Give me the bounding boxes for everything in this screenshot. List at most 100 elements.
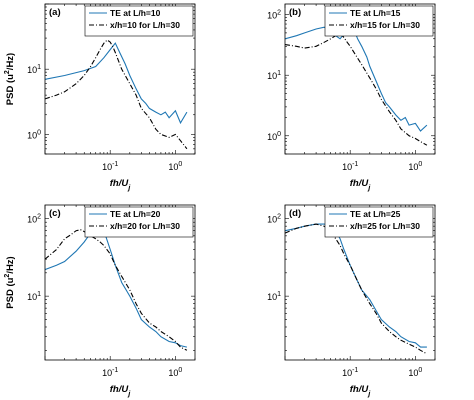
axes-frame [44,204,196,361]
x-tick-label-exp: -1 [112,161,118,168]
y-axis-title-sup: 2 [4,70,11,74]
y-axis-title-main: PSD (u [5,277,16,308]
x-axis-title-sub: j [367,389,371,398]
y-tick-label: 101 [267,291,281,302]
y-tick-label-exp: 1 [277,291,281,298]
y-tick-label-base: 10 [267,11,277,21]
series-line-reference [45,39,188,150]
panel-label: (c) [49,208,61,219]
y-tick-label-base: 10 [267,71,277,81]
legend: TE at L/h=20 x/h=20 for L/h=30 [84,206,194,238]
series-group [45,39,188,150]
x-axis-title-main: fh/U [350,178,370,189]
series-line-te [45,225,188,348]
series-group [285,223,428,355]
legend-entry: x/h=10 for L/h=30 [110,20,180,30]
series-group [45,225,188,351]
y-axis-title-tail: /Hz) [5,53,16,70]
y-tick-label-base: 10 [267,215,277,225]
legend: TE at L/h=15 x/h=15 for L/h=30 [324,5,434,37]
x-axis-title-sub: j [367,183,371,192]
x-tick-label: 100 [408,161,422,172]
legend-box [324,206,434,238]
series-line-te [285,25,428,132]
x-tick-label-base: 10 [342,368,352,378]
x-axis-title-sub: j [127,183,131,192]
x-tick-label-exp: -1 [352,367,358,374]
x-axis-title: fh/Uj [110,384,131,398]
y-tick-label-exp: 1 [37,291,41,298]
legend-box [324,5,434,37]
y-tick-label-base: 10 [27,130,37,140]
y-tick-label-base: 10 [267,292,277,302]
legend-entry: x/h=20 for L/h=30 [110,221,180,231]
legend: TE at L/h=10 x/h=10 for L/h=30 [84,5,194,37]
panel-label: (d) [289,208,301,219]
x-tick-label-base: 10 [102,368,112,378]
axes-frame [284,3,436,155]
legend-entry: TE at L/h=10 [110,8,161,18]
y-axis-title-main: PSD (u [5,74,16,105]
legend-entry: TE at L/h=15 [350,8,401,18]
x-tick-label-exp: 0 [418,367,422,374]
legend-box [84,206,194,238]
y-axis-title-tail: /Hz) [5,256,16,273]
x-tick-label: 100 [408,367,422,378]
x-tick-label-base: 10 [342,162,352,172]
x-axis-title-main: fh/U [110,384,130,395]
legend-entry: TE at L/h=20 [110,209,161,219]
x-axis-title-main: fh/U [350,384,370,395]
y-axis-title-sup: 2 [4,274,11,278]
x-tick-label-base: 10 [408,162,418,172]
y-tick-label-exp: 1 [277,70,281,77]
x-tick-label-base: 10 [102,162,112,172]
axes-frame [44,3,196,155]
y-tick-label: 101 [27,291,41,302]
legend-box [84,5,194,37]
x-tick-label: 10-1 [102,367,118,378]
legend: TE at L/h=25 x/h=25 for L/h=30 [324,206,434,238]
x-tick-label-exp: -1 [112,367,118,374]
legend-entry: x/h=25 for L/h=30 [350,221,420,231]
y-tick-label: 102 [267,214,281,225]
x-tick-label-exp: -1 [352,161,358,168]
series-line-te [285,223,427,348]
y-tick-label: 101 [267,70,281,81]
x-axis-title: fh/Uj [350,384,371,398]
x-tick-label: 10-1 [102,161,118,172]
y-tick-label-exp: 1 [37,64,41,71]
legend-entry: TE at L/h=25 [350,209,401,219]
y-tick-label: 102 [267,10,281,21]
y-tick-label: 100 [27,129,41,140]
legend-entry: x/h=15 for L/h=30 [350,20,420,30]
y-tick-label-exp: 2 [277,10,281,17]
panel-label: (a) [49,7,61,18]
y-tick-label: 101 [27,64,41,75]
x-tick-label-base: 10 [168,368,178,378]
axes-frame [284,204,436,361]
series-line-reference [45,229,188,351]
y-tick-label-base: 10 [267,132,277,142]
x-tick-label-base: 10 [168,162,178,172]
series-line-te [45,42,188,125]
x-tick-label-exp: 0 [178,367,182,374]
y-tick-label-exp: 2 [37,214,41,221]
x-tick-label: 100 [168,367,182,378]
y-tick-label-exp: 0 [277,131,281,138]
x-axis-title: fh/Uj [350,178,371,192]
y-tick-label-base: 10 [27,292,37,302]
y-axis-title: PSD (u2/Hz) [4,256,16,308]
series-line-reference [285,223,428,355]
panel-label: (b) [289,7,301,18]
y-tick-label-exp: 2 [277,214,281,221]
y-tick-label: 100 [267,131,281,142]
x-tick-label-exp: 0 [418,161,422,168]
x-tick-label: 100 [168,161,182,172]
series-group [285,25,428,146]
x-axis-title-main: fh/U [110,178,130,189]
